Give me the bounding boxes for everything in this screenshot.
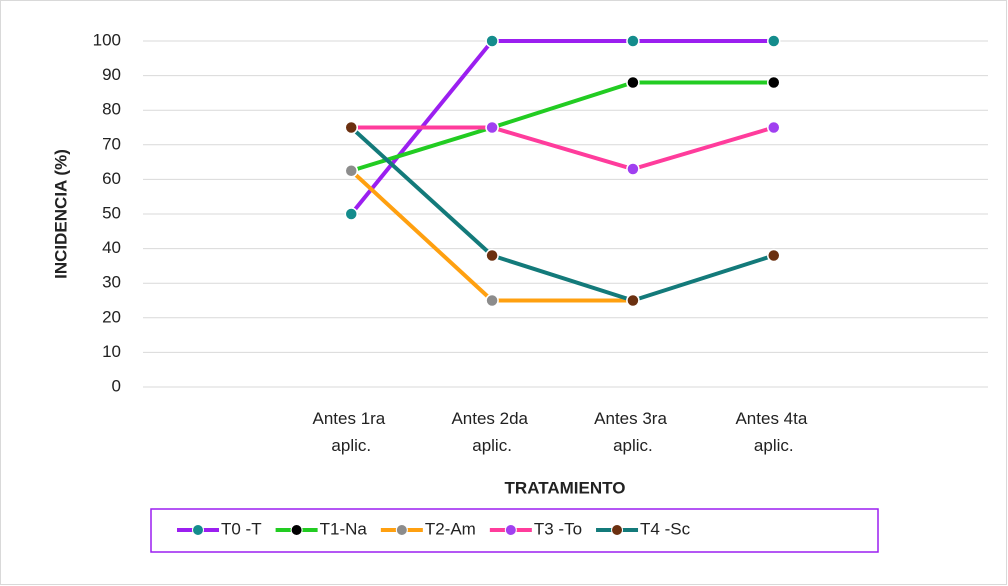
y-tick-label: 70 <box>102 134 121 153</box>
y-tick-label: 90 <box>102 65 121 84</box>
legend-marker <box>192 524 204 536</box>
data-point <box>485 34 499 48</box>
y-tick-label: 20 <box>102 307 121 326</box>
data-point <box>485 293 499 308</box>
x-axis-label: TRATAMIENTO <box>505 478 626 497</box>
x-tick-label-line: aplic. <box>331 436 371 455</box>
data-point <box>767 75 781 90</box>
legend-marker <box>611 524 624 536</box>
legend-marker <box>290 524 303 536</box>
x-tick-label-line: Antes 4ta <box>735 409 812 428</box>
legend-label: T0 -T <box>221 519 262 538</box>
data-point <box>767 34 781 48</box>
y-tick-label: 30 <box>102 273 121 292</box>
x-tick-label-line: aplic. <box>613 436 653 455</box>
legend-marker <box>504 524 517 536</box>
legend-label: T4 -Sc <box>640 519 691 538</box>
x-tick-label-line: aplic. <box>754 436 794 455</box>
y-tick-label: 100 <box>93 30 121 49</box>
y-tick-label: 40 <box>102 238 121 257</box>
series-line <box>351 125 775 172</box>
legend-label: T1-Na <box>320 519 368 538</box>
y-tick-label: 10 <box>102 342 121 361</box>
x-tick-label-line: Antes 3ra <box>594 409 672 428</box>
x-tick-label: Antes 2da aplic. <box>451 409 532 455</box>
data-point <box>344 120 358 135</box>
data-point <box>626 162 640 176</box>
x-tick-label: Antes 3ra aplic. <box>594 409 672 455</box>
x-tick-label-line: Antes 1ra <box>313 409 391 428</box>
legend-label: T3 -To <box>534 519 582 538</box>
series-line <box>349 126 775 303</box>
data-point <box>626 293 640 308</box>
data-point <box>344 164 358 178</box>
data-point <box>485 120 499 135</box>
x-tick-label: Antes 4ta aplic. <box>735 409 812 455</box>
data-point <box>767 248 781 263</box>
y-axis-label: INCIDENCIA (%) <box>51 149 70 279</box>
series-line <box>350 80 774 173</box>
x-tick-label: Antes 1ra aplic. <box>313 409 391 455</box>
x-tick-label-line: Antes 2da <box>451 409 532 428</box>
data-point <box>626 34 640 48</box>
x-tick-label-line: aplic. <box>472 436 512 455</box>
legend-label: T2-Am <box>425 519 476 538</box>
data-point <box>485 248 499 263</box>
y-tick-label: 50 <box>102 203 121 222</box>
data-point <box>626 75 640 90</box>
y-tick-label: 0 <box>112 376 121 395</box>
y-tick-label: 80 <box>102 100 121 119</box>
data-point <box>767 120 781 135</box>
y-tick-label: 60 <box>102 169 121 188</box>
data-point <box>344 207 358 221</box>
legend-marker <box>395 524 408 536</box>
